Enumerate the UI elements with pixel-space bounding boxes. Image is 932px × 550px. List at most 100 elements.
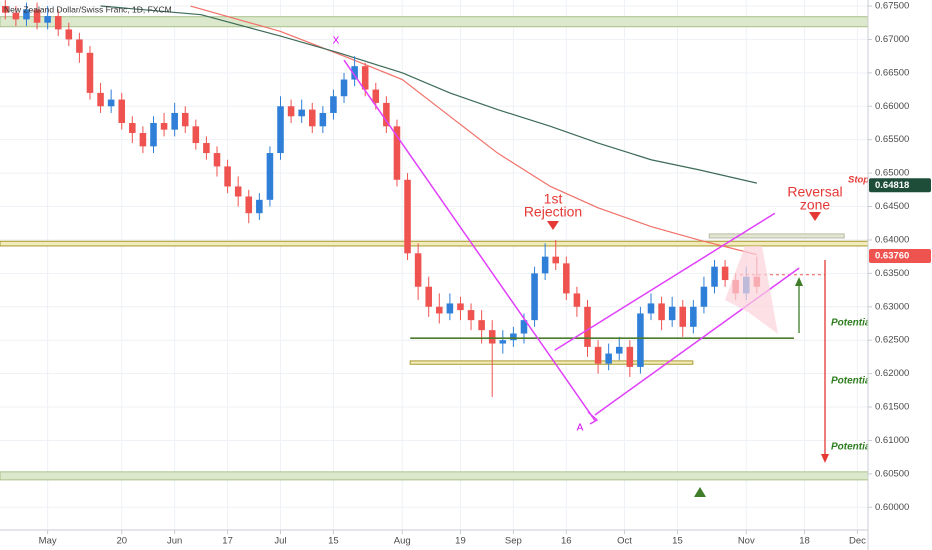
candle-body: [658, 303, 665, 321]
candle-body: [393, 126, 401, 180]
x-tick-label: May: [39, 536, 57, 547]
x-tick-label: Sep: [505, 536, 522, 547]
time-axis: [0, 530, 868, 550]
candle-body: [277, 106, 284, 154]
candle-body: [615, 346, 623, 354]
candle-body: [467, 310, 475, 321]
candle-body: [690, 306, 697, 327]
candle-body: [383, 102, 390, 127]
candle-body: [372, 89, 380, 103]
candle-body: [76, 39, 83, 53]
chart-title: New Zealand Dollar/Swiss Franc, 1D, FXCM: [4, 4, 172, 14]
candle-body: [446, 303, 454, 314]
candle-body: [541, 256, 549, 274]
x-tick-label: 16: [561, 536, 572, 547]
candle-body: [594, 346, 602, 364]
candle-body: [192, 126, 200, 144]
candle-body: [488, 330, 496, 344]
y-tick-label: 0.66500: [875, 67, 909, 78]
x-tick-label: Dec: [849, 536, 866, 547]
candle-body: [330, 96, 337, 113]
candle-body: [287, 106, 295, 117]
candle-body: [319, 112, 327, 127]
candle-body: [647, 303, 655, 314]
candle-body: [552, 256, 560, 264]
y-tick-label: 0.61500: [875, 402, 909, 413]
candle-body: [139, 133, 147, 147]
candle-body: [256, 199, 263, 214]
candle-body: [531, 273, 538, 321]
forecast-area: [725, 246, 778, 334]
y-tick-label: 0.63500: [875, 268, 909, 279]
point-label: X: [333, 36, 340, 47]
price-tag-label: 0.64818: [875, 180, 909, 191]
candle-body: [160, 122, 168, 130]
candle-body: [171, 112, 178, 130]
target-label: Potential TP1: [831, 318, 895, 329]
annotation: Reversal: [787, 184, 842, 200]
annotation: 1st: [544, 191, 563, 207]
candle-body: [563, 263, 570, 294]
trend-line: [343, 59, 596, 421]
x-tick-label: Jun: [167, 536, 182, 547]
y-tick-label: 0.61000: [875, 435, 909, 446]
target-arrow-head: [795, 277, 803, 286]
candle-body: [213, 153, 221, 167]
price-tag: [869, 178, 931, 193]
candle-body: [478, 320, 485, 331]
y-tick-label: 0.64500: [875, 201, 909, 212]
candle-body: [12, 12, 20, 20]
y-tick-label: 0.60500: [875, 468, 909, 479]
candle-body: [129, 122, 136, 134]
x-tick-label: 18: [799, 536, 810, 547]
target-label: Potential TP3: [831, 442, 895, 453]
x-tick-label: 17: [222, 536, 233, 547]
candle-body: [436, 306, 443, 314]
candle-body: [584, 306, 591, 347]
candle-body: [414, 253, 422, 287]
candle-body: [361, 66, 369, 90]
annotation: zone: [800, 197, 831, 213]
y-tick-label: 0.67500: [875, 1, 909, 12]
price-tag: [869, 248, 931, 263]
candle-body: [44, 16, 51, 23]
x-tick-label: Nov: [738, 536, 755, 547]
candle-body: [457, 303, 464, 311]
y-tick-label: 0.62000: [875, 368, 909, 379]
candle-body: [2, 6, 9, 13]
candle-body: [721, 266, 729, 281]
candle-body: [224, 166, 231, 187]
candle-body: [626, 346, 634, 367]
candle-body: [573, 293, 581, 307]
candle-body: [86, 52, 94, 93]
zone: [0, 240, 869, 247]
rejection-arrow: [547, 221, 559, 230]
x-tick-label: 19: [455, 536, 466, 547]
candle-body: [700, 286, 708, 307]
candle-body: [425, 286, 432, 307]
candle-body: [520, 320, 528, 334]
arrow-head: [587, 411, 599, 425]
reversal-arrow: [809, 212, 821, 221]
moving-average: [100, 5, 757, 184]
y-tick-label: 0.64000: [875, 234, 909, 245]
annotation: Rejection: [524, 204, 582, 220]
y-tick-label: 0.65000: [875, 168, 909, 179]
zone: [0, 16, 869, 28]
sell-arrow-head: [821, 454, 829, 463]
zone: [708, 233, 845, 239]
y-tick-label: 0.62500: [875, 335, 909, 346]
candle-body: [340, 79, 348, 97]
trend-line: [554, 212, 776, 351]
zone: [0, 471, 869, 481]
candle-body: [404, 179, 411, 254]
x-tick-label: 20: [116, 536, 127, 547]
y-tick-label: 0.66000: [875, 101, 909, 112]
candle-body: [510, 333, 517, 341]
y-tick-label: 0.60000: [875, 502, 909, 513]
y-tick-label: 0.67000: [875, 34, 909, 45]
candle-body: [107, 99, 115, 107]
